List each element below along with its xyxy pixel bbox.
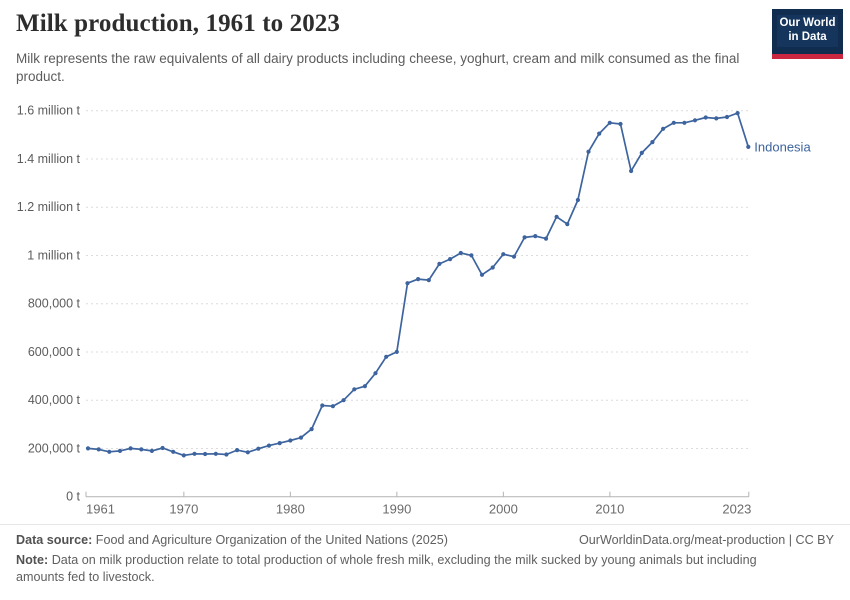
y-axis-tick-label: 1.6 million t: [17, 104, 81, 118]
owid-link[interactable]: OurWorldinData.org/meat-production | CC …: [578, 533, 834, 547]
data-point: [735, 111, 740, 116]
series-label-indonesia: Indonesia: [754, 139, 811, 154]
data-point: [352, 387, 357, 392]
chart-area: 0 t 200,000 t 400,000 t 600,000 t 800,000 t 1…: [0, 88, 850, 525]
data-point: [277, 441, 282, 446]
x-axis-tick-label: 2010: [595, 502, 624, 517]
x-axis-tick-label: 2023: [722, 502, 751, 517]
data-point: [650, 140, 655, 145]
note-label: Note:: [16, 552, 49, 567]
data-point: [117, 448, 123, 453]
data-point: [575, 197, 581, 203]
data-point: [96, 447, 101, 452]
data-point: [160, 445, 165, 451]
data-point: [384, 354, 389, 359]
x-axis-tick-label: 1970: [169, 502, 198, 517]
data-point: [405, 281, 410, 286]
data-point: [128, 446, 133, 451]
data-line-indonesia: [87, 112, 750, 457]
data-point: [511, 254, 517, 259]
data-source-label: Data source:: [16, 533, 93, 547]
data-point: [639, 150, 644, 155]
data-point: [309, 427, 314, 432]
y-axis-tick-label: 400,000 t: [28, 393, 81, 407]
data-point: [320, 403, 325, 408]
x-axis-tick-label: 1961: [86, 502, 115, 517]
data-point: [554, 214, 559, 219]
data-point: [416, 277, 421, 282]
y-axis-tick-label: 0 t: [66, 490, 80, 504]
data-point: [458, 250, 463, 256]
data-point: [565, 222, 570, 227]
chart-footer: Data source: Food and Agriculture Organi…: [0, 524, 850, 587]
data-point: [235, 448, 240, 453]
owid-logo-inner: Our World in Data: [777, 15, 838, 48]
data-point: [85, 446, 91, 451]
data-point: [192, 451, 197, 456]
data-point: [692, 118, 698, 123]
owid-logo[interactable]: Our World in Data: [772, 9, 843, 60]
data-point: [597, 131, 602, 136]
data-point: [330, 404, 335, 409]
data-point: [703, 115, 708, 120]
data-point: [341, 398, 346, 403]
data-point: [469, 253, 474, 258]
y-axis-tick-label: 1 million t: [27, 248, 80, 262]
data-point: [437, 261, 442, 266]
data-point: [479, 272, 485, 277]
x-axis-tick-label: 1990: [382, 502, 411, 517]
data-point: [490, 265, 495, 270]
y-axis-tick-label: 1.2 million t: [17, 200, 81, 214]
data-source-text: Food and Agriculture Organization of the…: [95, 533, 448, 547]
chart-subtitle: Milk represents the raw equivalents of a…: [16, 51, 740, 85]
data-point: [266, 443, 272, 448]
data-point: [298, 435, 304, 440]
data-point: [618, 121, 623, 127]
data-point: [522, 235, 527, 240]
data-point: [171, 449, 176, 454]
data-point: [362, 384, 367, 389]
data-point: [224, 452, 229, 457]
data-point: [586, 149, 591, 154]
owid-logo-line1: Our World: [779, 17, 836, 29]
owid-logo-box: Our World in Data: [772, 9, 843, 55]
y-axis-tick-label: 800,000 t: [28, 297, 81, 311]
data-source: Data source: Food and Agriculture Organi…: [16, 532, 448, 550]
data-point: [629, 168, 634, 174]
owid-logo-red-bar: [772, 54, 843, 60]
data-point: [203, 451, 208, 457]
y-axis-tick-label: 600,000 t: [28, 345, 81, 359]
data-point: [543, 236, 549, 241]
data-point: [139, 447, 144, 452]
data-point: [714, 116, 719, 121]
data-point: [746, 144, 751, 149]
data-point: [426, 278, 431, 283]
data-point: [394, 349, 399, 354]
data-point: [661, 126, 666, 131]
data-point: [533, 234, 538, 239]
page-title: Milk production, 1961 to 2023: [16, 10, 340, 37]
chart-note: Note: Data on milk production relate to …: [16, 552, 802, 587]
y-axis-tick-label: 1.4 million t: [17, 152, 81, 166]
data-point: [373, 371, 378, 376]
data-point: [724, 114, 730, 120]
owid-logo-line2: in Data: [788, 30, 827, 43]
x-axis-tick-label: 2000: [489, 502, 518, 517]
y-axis-tick-label: 200,000 t: [28, 441, 81, 455]
data-point: [245, 450, 250, 455]
data-point: [256, 446, 261, 451]
data-point: [149, 448, 154, 453]
data-point: [107, 449, 112, 454]
x-axis-tick-label: 1980: [276, 502, 305, 517]
note-text: Data on milk production relate to total …: [16, 552, 757, 585]
data-point: [288, 438, 293, 443]
data-point: [181, 453, 186, 458]
data-point: [501, 252, 506, 257]
data-point: [213, 451, 218, 456]
data-point: [607, 120, 612, 125]
data-point: [671, 120, 676, 125]
data-point: [682, 120, 687, 125]
data-point: [448, 257, 453, 262]
line-chart-canvas: 0 t 200,000 t 400,000 t 600,000 t 800,000 t 1…: [17, 104, 812, 517]
